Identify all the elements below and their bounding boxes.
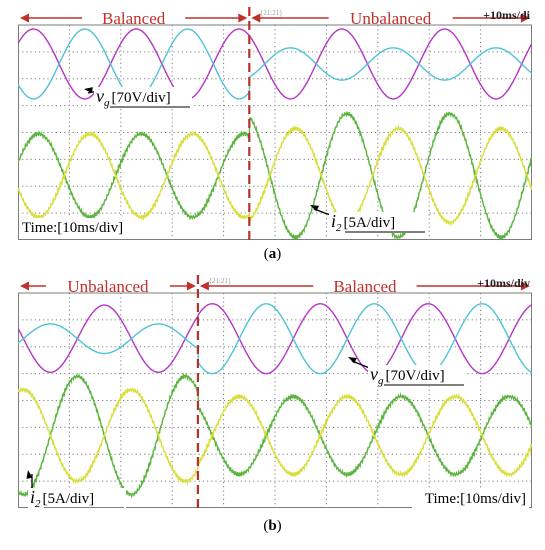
scope-frame <box>18 292 532 508</box>
region-label: Balanced <box>333 277 397 296</box>
region-marker: Balanced <box>199 277 530 296</box>
waveform-vg-vg-phase-a <box>18 303 532 375</box>
svg-text:Time:[10ms/div]: Time:[10ms/div] <box>425 491 526 507</box>
scope-grid <box>18 24 532 240</box>
trigger-time-label: {21:21} <box>209 277 232 285</box>
waveform-vg-vg-phase-b <box>18 303 532 375</box>
trigger-time-label: {21:21} <box>260 9 283 17</box>
region-label: Unbalanced <box>350 9 432 28</box>
region-marker: Unbalanced <box>20 277 196 296</box>
waveform-i2-i2-phase-a <box>18 372 532 499</box>
svg-text:Time:[10ms/div]: Time:[10ms/div] <box>22 220 123 236</box>
time-scale-annotation: Time:[10ms/div] <box>19 218 136 237</box>
scope-panel-b: Unbalanced Balanced {21:21} +10ms/div vg [70V… <box>18 275 532 508</box>
waveform-vg-vg-phase-b <box>18 28 532 100</box>
timebase-label: +10ms/div <box>477 276 530 290</box>
region-marker: Unbalanced <box>251 9 530 28</box>
svg-text:i2[5A/div]: i2 [5A/div] <box>331 211 395 234</box>
svg-text:vg[70V/div]: vg [70V/div] <box>96 86 171 109</box>
region-label: Unbalanced <box>67 277 149 296</box>
waveform-i2-i2-phase-b <box>18 386 532 486</box>
svg-text:vg[70V/div]: vg [70V/div] <box>370 364 445 387</box>
i2-scale-annotation: i2 [5A/div] <box>310 205 427 234</box>
scope-panel-a: Balanced Unbalanced {21:21} +10ms/di vg [70V/… <box>18 7 532 240</box>
oscilloscope-plot-b: Unbalanced Balanced {21:21} +10ms/div vg [70V… <box>18 275 532 508</box>
waveform-i2-i2-phase-a <box>18 111 532 240</box>
time-scale-annotation: Time:[10ms/div] <box>412 489 529 508</box>
panel-caption-b: (b) <box>263 518 282 534</box>
waveform-i2-i2-phase-b <box>18 124 532 227</box>
i2-scale-annotation: i2 [5A/div] <box>26 470 126 508</box>
region-marker: Balanced <box>20 9 248 28</box>
region-label: Balanced <box>102 9 166 28</box>
scope-frame <box>18 24 532 240</box>
svg-text:i2[5A/div]: i2 [5A/div] <box>30 487 94 508</box>
waveform-vg-vg-phase-a <box>18 28 532 100</box>
vg-scale-annotation: vg [70V/div] <box>348 357 466 387</box>
timebase-label: +10ms/di <box>483 8 531 22</box>
panel-caption-a: (a) <box>263 246 282 262</box>
vg-scale-annotation: vg [70V/div] <box>84 86 192 109</box>
oscilloscope-plot-a: Balanced Unbalanced {21:21} +10ms/di vg [70V/… <box>18 7 532 240</box>
